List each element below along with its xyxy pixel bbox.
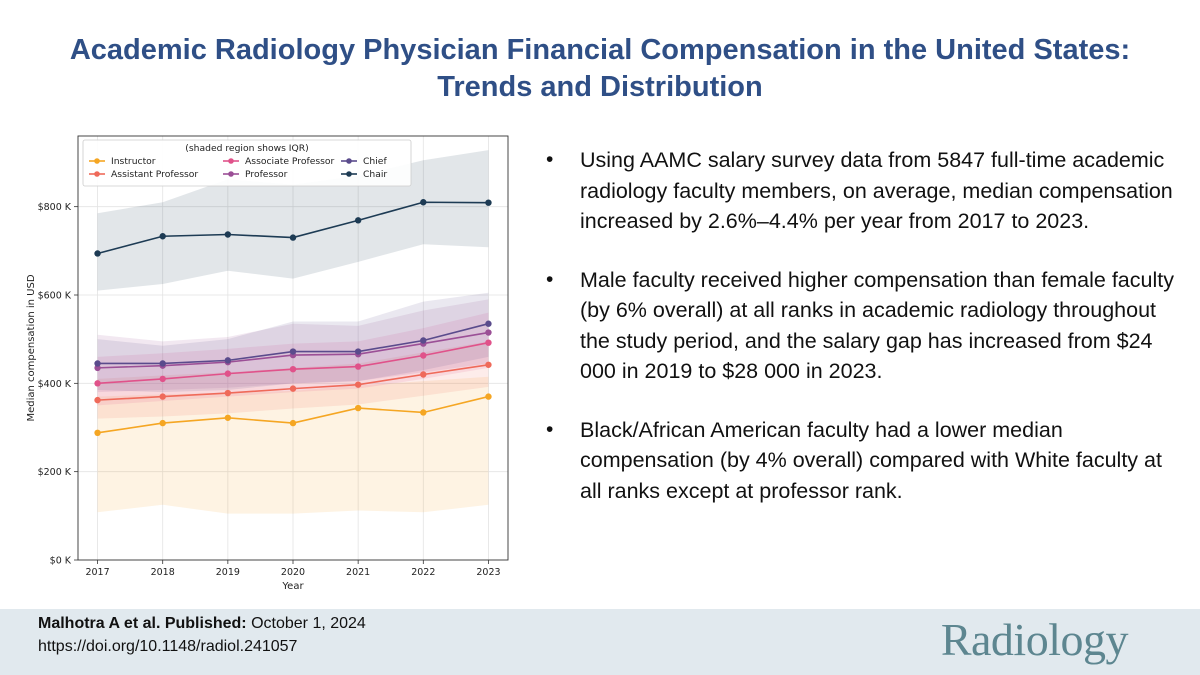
legend-title: (shaded region shows IQR) xyxy=(185,143,308,154)
data-point-instructor-2018 xyxy=(159,419,166,427)
legend-marker-chief xyxy=(346,158,352,164)
compensation-chart: $0 K $200 K $400 K $600 K $800 K 2017 2018 2019… xyxy=(22,128,518,596)
x-tick-label-2: 2019 xyxy=(216,567,240,578)
x-tick-label-5: 2022 xyxy=(411,567,435,578)
y-tick-label-0: $0 K xyxy=(50,556,72,567)
legend-marker-instructor xyxy=(94,158,100,164)
citation-authors: Malhotra A et al. Published: xyxy=(38,615,247,632)
legend-label-instructor: Instructor xyxy=(111,156,156,167)
data-point-chair-2017 xyxy=(94,250,101,257)
data-point-associate-professor-2021 xyxy=(354,363,362,370)
data-point-professor-2023 xyxy=(485,329,492,336)
data-point-chair-2023 xyxy=(485,199,492,206)
data-point-associate-professor-2022 xyxy=(420,352,427,359)
legend-label-associate-professor: Associate Professor xyxy=(245,156,335,167)
legend-box xyxy=(82,139,412,187)
data-point-chief-2018 xyxy=(159,360,166,367)
data-point-professor-2017 xyxy=(94,364,101,372)
data-point-assistant-professor-2021 xyxy=(354,381,362,388)
data-point-chair-2021 xyxy=(354,217,362,224)
legend-marker-assistant-professor xyxy=(94,171,100,177)
finding-bullet-2: • Male faculty received higher compensat… xyxy=(544,265,1174,387)
x-tick-label-4: 2021 xyxy=(346,567,370,578)
legend-label-assistant-professor: Assistant Professor xyxy=(111,169,198,180)
legend-marker-chair xyxy=(346,171,352,177)
x-tick-label-1: 2018 xyxy=(151,567,175,578)
legend-marker-professor xyxy=(228,171,234,177)
finding-bullet-3: • Black/African American faculty had a l… xyxy=(544,415,1174,507)
page-title: Academic Radiology Physician Financial C… xyxy=(0,32,1200,106)
data-point-chief-2020 xyxy=(289,348,297,355)
title-line-2: Trends and Distribution xyxy=(437,71,763,103)
legend-label-chair: Chair xyxy=(363,169,387,180)
data-point-chair-2019 xyxy=(224,231,232,238)
x-tick-label-3: 2020 xyxy=(281,567,305,578)
data-point-instructor-2020 xyxy=(289,419,297,427)
data-point-associate-professor-2019 xyxy=(224,370,232,377)
data-point-chief-2017 xyxy=(94,360,101,367)
data-point-chair-2018 xyxy=(159,233,166,240)
data-point-instructor-2017 xyxy=(94,429,101,436)
title-line-1: Academic Radiology Physician Financial C… xyxy=(69,34,1131,66)
data-point-chief-2023 xyxy=(485,320,492,327)
data-point-chief-2019 xyxy=(224,357,232,364)
iqr-band-professor xyxy=(97,299,489,393)
bullet-symbol: • xyxy=(546,267,554,291)
bullet-symbol: • xyxy=(546,417,554,441)
legend-label-chief: Chief xyxy=(363,156,387,167)
finding-text: Using AAMC salary survey data from 5847 … xyxy=(580,148,1173,233)
y-axis-label: Median compensation in USD xyxy=(26,274,37,421)
data-point-associate-professor-2023 xyxy=(485,339,492,346)
iqr-band-chief xyxy=(97,292,489,393)
data-point-instructor-2019 xyxy=(224,414,232,421)
citation: Malhotra A et al. Published: October 1, … xyxy=(38,615,366,633)
data-point-associate-professor-2018 xyxy=(159,375,166,383)
data-point-chief-2022 xyxy=(420,337,427,344)
iqr-band-associate-professor xyxy=(97,312,489,406)
data-point-chief-2021 xyxy=(354,348,362,355)
data-point-chair-2020 xyxy=(289,234,297,241)
y-tick-label-1: $200 K xyxy=(38,467,72,478)
data-point-assistant-professor-2023 xyxy=(485,361,492,368)
data-point-chair-2022 xyxy=(420,199,427,206)
x-tick-label-6: 2023 xyxy=(476,567,500,578)
footer-bar: Malhotra A et al. Published: October 1, … xyxy=(0,609,1200,675)
data-point-assistant-professor-2017 xyxy=(94,396,101,404)
y-tick-label-2: $400 K xyxy=(38,379,72,390)
radiology-logo: Radiology xyxy=(940,614,1129,665)
x-axis-label: Year xyxy=(281,581,304,592)
data-point-assistant-professor-2020 xyxy=(289,385,297,392)
key-findings-list: • Using AAMC salary survey data from 584… xyxy=(544,145,1174,534)
data-point-associate-professor-2017 xyxy=(94,380,101,387)
bullet-symbol: • xyxy=(546,148,554,171)
data-point-instructor-2023 xyxy=(485,393,492,400)
data-point-assistant-professor-2018 xyxy=(159,393,166,400)
data-point-assistant-professor-2019 xyxy=(224,389,232,397)
finding-bullet-1: • Using AAMC salary survey data from 584… xyxy=(544,145,1174,237)
data-point-instructor-2022 xyxy=(420,409,427,416)
data-point-associate-professor-2020 xyxy=(289,366,297,373)
citation-date: October 1, 2024 xyxy=(251,615,366,632)
legend-marker-associate-professor xyxy=(228,158,234,164)
finding-text: Black/African American faculty had a low… xyxy=(580,417,1162,503)
finding-text: Male faculty received higher compensatio… xyxy=(580,267,1174,384)
data-point-assistant-professor-2022 xyxy=(420,371,427,378)
chart-svg: $0 K $200 K $400 K $600 K $800 K 2017 2018 2019… xyxy=(26,135,509,592)
y-tick-label-3: $600 K xyxy=(38,291,72,302)
doi-link[interactable]: https://doi.org/10.1148/radiol.241057 xyxy=(38,638,298,655)
legend-label-professor: Professor xyxy=(245,169,288,180)
data-point-instructor-2021 xyxy=(354,404,362,412)
y-tick-label-4: $800 K xyxy=(38,202,72,213)
x-tick-label-0: 2017 xyxy=(85,567,109,578)
